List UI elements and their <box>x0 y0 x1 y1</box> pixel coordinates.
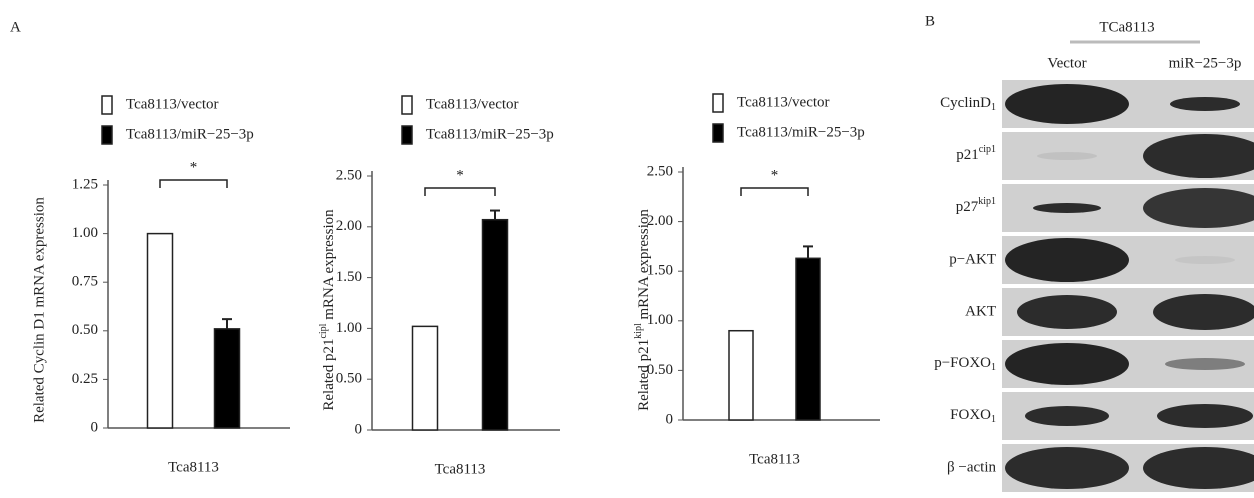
blot-row-label-sub: 1 <box>991 362 996 373</box>
y-tick-label: 2.00 <box>336 218 362 234</box>
y-axis-label-rest: mRNA expression <box>321 209 337 324</box>
y-tick-label: 0 <box>91 419 99 435</box>
blot-row-label-main: FOXO <box>950 407 991 423</box>
bar <box>215 329 240 428</box>
legend-swatch <box>402 126 412 144</box>
blot-row-label: p27kip1 <box>956 196 996 215</box>
legend-label: Tca8113/vector <box>426 96 519 112</box>
y-axis-label-rest: mRNA expression <box>636 209 652 324</box>
blot-row-label-main: CyclinD <box>940 95 991 111</box>
y-axis-label-main: Related p21 <box>636 339 652 411</box>
y-axis-label: Related Cyclin D1 mRNA expression <box>31 197 47 423</box>
significance-bracket <box>741 188 808 196</box>
lane-label: Vector <box>1047 55 1086 71</box>
y-axis-label: Related p21cipl mRNA expression <box>318 209 337 411</box>
legend-swatch <box>102 96 112 114</box>
bar <box>796 258 820 420</box>
legend-swatch <box>713 124 723 142</box>
legend-swatch <box>402 96 412 114</box>
blot-band <box>1005 343 1129 385</box>
blot-row-label: CyclinD1 <box>940 95 996 113</box>
blot-band <box>1165 358 1245 370</box>
blot-band <box>1153 294 1254 330</box>
y-axis-label-sup: kipl <box>633 323 644 339</box>
blot-band <box>1005 447 1129 489</box>
blot-row-label: p−FOXO1 <box>934 355 996 373</box>
blot-row-label: β −actin <box>947 459 996 475</box>
blot-band <box>1025 406 1109 426</box>
blot-row-label-sub: 1 <box>991 414 996 425</box>
y-tick-label: 1.00 <box>336 320 362 336</box>
legend-swatch <box>713 94 723 112</box>
blot-row-label-main: p27 <box>956 199 979 215</box>
y-tick-label: 2.50 <box>336 167 362 183</box>
blot-row-label: AKT <box>965 303 996 319</box>
blot-band <box>1175 256 1235 264</box>
y-axis-label: Related p21kipl mRNA expression <box>633 209 652 411</box>
blot-row-label: FOXO1 <box>950 407 996 425</box>
x-tick-label: Tca8113 <box>168 459 219 475</box>
legend-label: Tca8113/miR−25−3p <box>426 126 554 142</box>
y-tick-label: 0.50 <box>72 322 98 338</box>
figure: A B 0 0.25 0.50 0.75 1.00 1.25 Related Cyclin … <box>0 0 1254 498</box>
blot-band <box>1033 203 1101 213</box>
legend-swatch <box>102 126 112 144</box>
bar <box>148 234 173 428</box>
blot-row-label-sub: 1 <box>991 102 996 113</box>
y-tick-label: 1.50 <box>336 269 362 285</box>
blot-band <box>1005 238 1129 282</box>
blot-group-label: TCa8113 <box>1099 19 1154 35</box>
y-tick-label: 0 <box>666 411 674 427</box>
x-tick-label: Tca8113 <box>435 461 486 477</box>
x-tick-label: Tca8113 <box>749 451 800 467</box>
blot-row-label-main: p21 <box>956 147 979 163</box>
y-tick-label: 0.50 <box>336 371 362 387</box>
blot-row-label: p−AKT <box>949 251 996 267</box>
significance-label: * <box>771 167 779 183</box>
blot-band <box>1017 295 1117 329</box>
blot-band <box>1170 97 1240 111</box>
significance-label: * <box>190 159 198 175</box>
y-tick-label: 1.25 <box>72 176 98 192</box>
legend-label: Tca8113/miR−25−3p <box>737 124 865 140</box>
y-axis-label-main: Related p21 <box>321 339 337 411</box>
y-tick-label: 0.75 <box>72 274 98 290</box>
blot-band <box>1037 152 1097 160</box>
y-tick-label: 2.50 <box>647 163 673 179</box>
y-tick-label: 1.00 <box>72 225 98 241</box>
significance-label: * <box>456 167 464 183</box>
y-axis-label-sup: cipl <box>318 323 329 338</box>
blot-row-label-main: p−FOXO <box>934 355 991 371</box>
panel-label: A <box>10 19 21 35</box>
bar <box>413 326 438 430</box>
y-tick-label: 0 <box>355 421 363 437</box>
blot-band <box>1005 84 1129 124</box>
legend-label: Tca8113/vector <box>737 94 830 110</box>
significance-bracket <box>160 180 227 188</box>
legend-label: Tca8113/miR−25−3p <box>126 126 254 142</box>
panel-label: B <box>925 13 935 29</box>
significance-bracket <box>425 188 495 196</box>
bar <box>483 220 508 430</box>
blot-row-label-sup: cip1 <box>979 144 996 155</box>
blot-row-label-sup: kip1 <box>978 196 996 207</box>
blot-band <box>1157 404 1253 428</box>
blot-row-label: p21cip1 <box>956 144 996 163</box>
bar <box>729 331 753 420</box>
legend-label: Tca8113/vector <box>126 96 219 112</box>
lane-label: miR−25−3p <box>1169 55 1242 71</box>
y-tick-label: 0.25 <box>72 371 98 387</box>
